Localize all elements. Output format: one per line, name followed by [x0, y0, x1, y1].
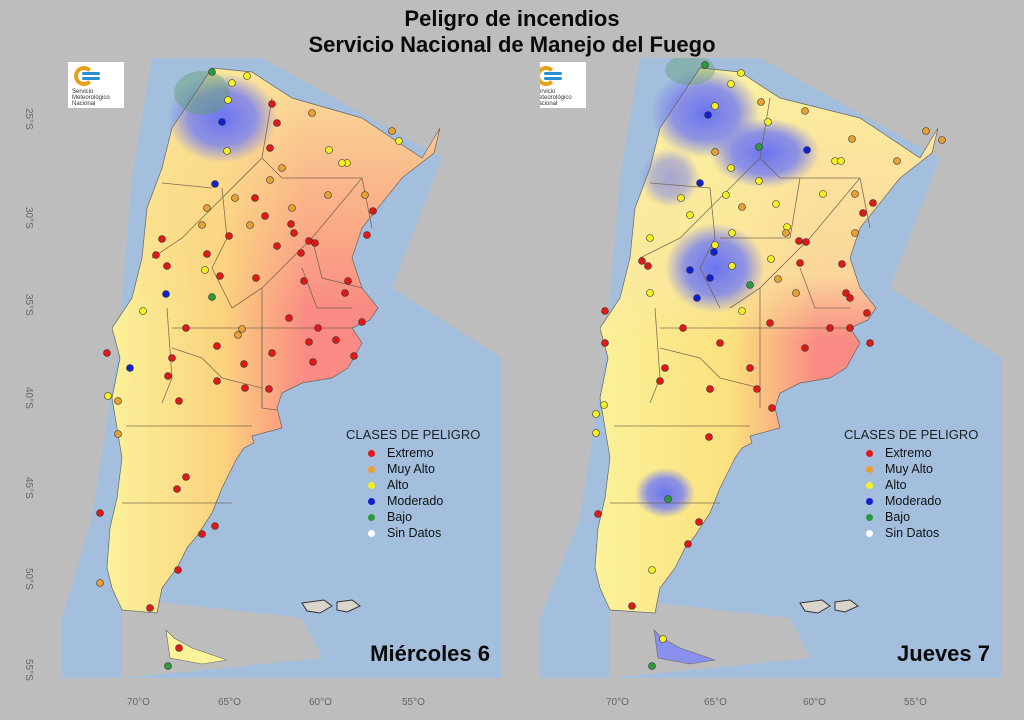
legend-item-muy-alto: Muy Alto [844, 461, 978, 477]
day-label: Miércoles 6 [370, 641, 490, 666]
legend-item-bajo: Bajo [346, 509, 480, 525]
smn-logo: Servicio Meteorológico Nacional [540, 62, 586, 108]
lon-label: 55°O [904, 697, 927, 708]
lon-label: 60°O [803, 697, 826, 708]
day-label: Jueves 7 [897, 641, 990, 666]
legend-item-alto: Alto [844, 477, 978, 493]
green-dot-icon [368, 513, 375, 521]
blue-dot-icon [866, 497, 873, 505]
map-panel-miercoles: Servicio Meteorológico Nacional CLASES D… [62, 58, 502, 678]
white-dot-icon [866, 529, 873, 537]
argentina-map [62, 58, 502, 678]
legend-item-alto: Alto [346, 477, 480, 493]
legend-item-moderado: Moderado [844, 493, 978, 509]
orange-dot-icon [866, 465, 873, 473]
legend-item-muy-alto: Muy Alto [346, 461, 480, 477]
argentina-map [540, 58, 1002, 678]
red-dot-icon [866, 449, 873, 457]
orange-dot-icon [368, 465, 375, 473]
legend-item-sin-datos: Sin Datos [844, 525, 978, 541]
legend-title: CLASES DE PELIGRO [346, 427, 481, 442]
legend-item-sin-datos: Sin Datos [346, 525, 480, 541]
lat-label: 30°S [23, 207, 34, 229]
lat-label: 55°S [23, 659, 34, 681]
lat-label: 25°S [23, 108, 34, 130]
lat-label: 45°S [23, 477, 34, 499]
map-title: Peligro de incendios [404, 6, 620, 31]
legend-item-extremo: Extremo [346, 445, 480, 461]
lat-label: 40°S [23, 387, 34, 409]
lon-label: 60°O [309, 697, 332, 708]
legend-item-extremo: Extremo [844, 445, 978, 461]
logo-sun-icon [540, 66, 556, 86]
red-dot-icon [368, 449, 375, 457]
legend-title: CLASES DE PELIGRO [844, 427, 979, 442]
legend: CLASES DE PELIGRO Extremo Muy Alto Alto … [844, 427, 978, 541]
lon-label: 65°O [218, 697, 241, 708]
lat-label: 35°S [23, 294, 34, 316]
blue-dot-icon [368, 497, 375, 505]
lon-label: 70°O [127, 697, 150, 708]
map-subtitle: Servicio Nacional de Manejo del Fuego [308, 32, 716, 57]
yellow-dot-icon [368, 481, 375, 489]
logo-sun-icon [74, 66, 94, 86]
yellow-dot-icon [866, 481, 873, 489]
legend-item-bajo: Bajo [844, 509, 978, 525]
white-dot-icon [368, 529, 375, 537]
lat-label: 50°S [23, 568, 34, 590]
legend: CLASES DE PELIGRO Extremo Muy Alto Alto … [346, 427, 480, 541]
lon-label: 55°O [402, 697, 425, 708]
map-panel-jueves: Servicio Meteorológico Nacional CLASES D… [540, 58, 1002, 678]
lon-label: 65°O [704, 697, 727, 708]
smn-logo: Servicio Meteorológico Nacional [68, 62, 124, 108]
lon-label: 70°O [606, 697, 629, 708]
legend-item-moderado: Moderado [346, 493, 480, 509]
green-dot-icon [866, 513, 873, 521]
